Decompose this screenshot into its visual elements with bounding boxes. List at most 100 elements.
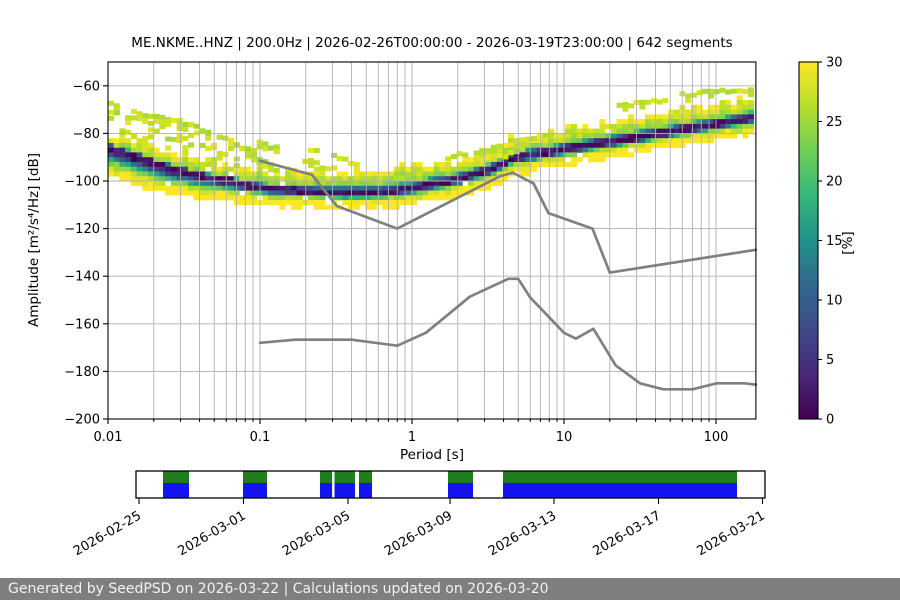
- heatmap-cell: [193, 123, 200, 129]
- heatmap-cell: [610, 147, 618, 153]
- heatmap-cell: [325, 176, 332, 182]
- heatmap-cell: [513, 143, 520, 149]
- heatmap-cell: [399, 200, 406, 206]
- heatmap-cell: [719, 119, 726, 125]
- heatmap-cell: [536, 142, 543, 148]
- heatmap-cell: [742, 119, 749, 125]
- heatmap-cell: [730, 109, 738, 115]
- heatmap-cell: [416, 162, 423, 168]
- heatmap-cell: [536, 133, 543, 139]
- heatmap-cell: [228, 137, 235, 143]
- heatmap-cell: [359, 195, 366, 201]
- heatmap-cell: [496, 157, 503, 163]
- heatmap-cell: [736, 114, 743, 120]
- heatmap-cell: [428, 176, 435, 182]
- heatmap-cell: [616, 138, 623, 144]
- heatmap-cell: [268, 167, 275, 173]
- heatmap-cell: [290, 204, 298, 210]
- heatmap-cell: [250, 147, 258, 153]
- heatmap-cell: [445, 176, 452, 182]
- heatmap-cell: [228, 146, 235, 152]
- heatmap-cell: [336, 156, 343, 162]
- heatmap-cell: [685, 128, 692, 134]
- colorbar-gradient: [799, 62, 818, 419]
- heatmap-cell: [593, 128, 600, 134]
- heatmap-cell: [542, 142, 549, 148]
- heatmap-cell: [153, 162, 160, 168]
- heatmap-cell: [450, 195, 458, 201]
- heatmap-cell: [702, 88, 709, 94]
- heatmap-cell: [130, 115, 138, 121]
- heatmap-cell: [153, 176, 160, 182]
- heatmap-cell: [536, 147, 543, 153]
- heatmap-cell: [216, 134, 223, 140]
- heatmap-cell: [176, 138, 183, 144]
- heatmap-cell: [159, 124, 166, 130]
- heatmap-cell: [610, 138, 618, 144]
- heatmap-cell: [730, 88, 738, 94]
- heatmap-cell: [216, 190, 223, 196]
- timeline-frame: [135, 470, 766, 499]
- heatmap-cell: [668, 128, 675, 134]
- heatmap-cell: [570, 133, 578, 139]
- heatmap-cell: [393, 181, 400, 187]
- heatmap-cell: [473, 181, 480, 187]
- heatmap-cell: [268, 200, 275, 206]
- heatmap-cell: [502, 166, 509, 172]
- heatmap-cell: [176, 162, 183, 168]
- heatmap-cell: [519, 137, 526, 143]
- heatmap-cell: [656, 119, 663, 125]
- colorbar-tick-label: 0: [826, 413, 834, 428]
- heatmap-cell: [336, 190, 343, 196]
- heatmap-cell: [616, 102, 623, 108]
- heatmap-cell: [548, 147, 555, 153]
- heatmap-cell: [639, 142, 646, 148]
- heatmap-cell: [639, 133, 646, 139]
- heatmap-cell: [330, 204, 338, 210]
- heatmap-cell: [645, 123, 652, 129]
- heatmap-cell: [708, 133, 715, 139]
- heatmap-cell: [388, 176, 395, 182]
- heatmap-cell: [142, 185, 149, 191]
- heatmap-cell: [468, 181, 475, 187]
- heatmap-cell: [268, 181, 275, 187]
- heatmap-cell: [742, 133, 749, 139]
- heatmap-cell: [536, 162, 543, 168]
- heatmap-cell: [153, 118, 160, 124]
- heatmap-cell: [673, 123, 680, 129]
- heatmap-cell: [370, 185, 378, 191]
- heatmap-cell: [588, 128, 595, 134]
- heatmap-cell: [662, 114, 669, 120]
- heatmap-cell: [542, 137, 549, 143]
- heatmap-cell: [508, 150, 515, 156]
- heatmap-cell: [570, 128, 578, 134]
- heatmap-cell: [570, 162, 578, 168]
- heatmap-cell: [479, 185, 486, 191]
- heatmap-cell: [262, 181, 269, 187]
- heatmap-cell: [708, 93, 715, 99]
- heatmap-cell: [473, 176, 480, 182]
- heatmap-cell: [228, 181, 235, 187]
- heatmap-cell: [565, 142, 572, 148]
- heatmap-cell: [473, 166, 480, 172]
- heatmap-cell: [445, 190, 452, 196]
- x-tick-label: 1: [408, 430, 416, 445]
- heatmap-cell: [370, 190, 378, 196]
- timeline-coverage-segment: [503, 471, 737, 483]
- heatmap-cell: [456, 185, 463, 191]
- heatmap-cell: [685, 109, 692, 115]
- heatmap-cell: [702, 119, 709, 125]
- heatmap-cell: [159, 166, 166, 172]
- heatmap-cell: [250, 195, 258, 201]
- heatmap-cell: [239, 185, 246, 191]
- heatmap-cell: [713, 133, 720, 139]
- heatmap-cell: [125, 138, 132, 144]
- timeline-date-label: 2026-03-17: [591, 508, 664, 559]
- heatmap-cell: [250, 152, 258, 158]
- heatmap-cell: [525, 157, 532, 163]
- heatmap-cell: [199, 181, 206, 187]
- heatmap-cell: [382, 200, 389, 206]
- heatmap-cell: [296, 204, 303, 210]
- heatmap-cell: [605, 147, 612, 153]
- heatmap-cell: [222, 171, 229, 177]
